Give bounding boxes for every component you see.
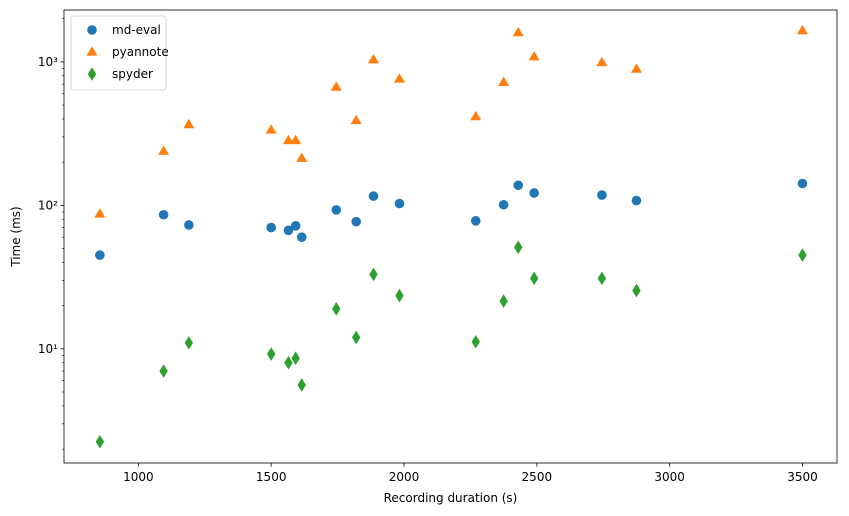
data-point bbox=[284, 355, 293, 370]
data-point bbox=[498, 199, 509, 210]
data-point bbox=[631, 195, 642, 206]
data-point bbox=[297, 378, 306, 392]
data-point bbox=[266, 222, 276, 233]
data-point bbox=[796, 24, 808, 35]
data-point bbox=[332, 302, 341, 316]
data-point bbox=[282, 134, 294, 145]
y-tick-label: 10³ bbox=[38, 55, 58, 69]
x-tick-label: 3000 bbox=[654, 470, 685, 484]
data-point bbox=[369, 267, 378, 282]
data-point bbox=[184, 220, 194, 230]
data-point bbox=[394, 198, 405, 209]
data-point bbox=[630, 63, 642, 73]
data-point bbox=[471, 334, 480, 349]
data-point bbox=[296, 152, 308, 162]
data-point bbox=[596, 56, 608, 67]
y-axis: 10¹ 10² 10³ bbox=[38, 55, 64, 356]
data-point bbox=[529, 188, 539, 198]
data-point bbox=[350, 114, 362, 125]
data-point bbox=[183, 118, 195, 129]
data-point bbox=[291, 351, 300, 366]
data-point bbox=[797, 178, 808, 189]
data-point bbox=[498, 76, 510, 86]
series-md-eval bbox=[95, 178, 808, 260]
data-point bbox=[296, 232, 307, 242]
plot-marks bbox=[94, 24, 808, 449]
data-point bbox=[158, 145, 170, 155]
x-axis-label: Recording duration (s) bbox=[384, 491, 518, 505]
data-point bbox=[158, 209, 169, 220]
legend-marker bbox=[87, 67, 97, 81]
data-point bbox=[597, 271, 607, 286]
x-tick-label: 1000 bbox=[123, 470, 154, 484]
data-point bbox=[528, 51, 540, 61]
data-point bbox=[367, 53, 379, 64]
data-point bbox=[330, 81, 342, 91]
data-point bbox=[470, 110, 482, 121]
data-point bbox=[95, 434, 105, 449]
data-point bbox=[512, 26, 524, 37]
x-tick-label: 2500 bbox=[522, 470, 553, 484]
data-point bbox=[351, 330, 361, 345]
data-point bbox=[331, 205, 342, 215]
data-point bbox=[265, 124, 277, 134]
x-tick-label: 3500 bbox=[787, 470, 818, 484]
legend-label: pyannote bbox=[112, 45, 169, 59]
data-point bbox=[470, 216, 481, 226]
data-point bbox=[393, 73, 406, 83]
data-point bbox=[499, 294, 508, 308]
data-point bbox=[395, 288, 404, 303]
legend: md-eval pyannote spyder bbox=[70, 15, 169, 91]
series-pyannote bbox=[94, 24, 808, 218]
data-point bbox=[95, 250, 105, 260]
y-tick-label: 10² bbox=[38, 198, 58, 212]
data-point bbox=[351, 216, 361, 227]
legend-marker bbox=[86, 46, 98, 56]
data-point bbox=[514, 240, 523, 255]
data-point bbox=[798, 248, 807, 262]
data-point bbox=[283, 225, 294, 236]
data-point bbox=[290, 221, 301, 231]
data-point bbox=[159, 364, 168, 378]
plot-frame bbox=[63, 9, 838, 464]
legend-label: spyder bbox=[112, 67, 153, 81]
x-tick-label: 1500 bbox=[256, 470, 287, 484]
legend-label: md-eval bbox=[112, 23, 161, 37]
data-point bbox=[529, 271, 539, 286]
data-point bbox=[290, 134, 302, 145]
data-point bbox=[368, 191, 379, 201]
data-point bbox=[184, 336, 194, 350]
series-spyder bbox=[95, 240, 807, 449]
data-point bbox=[597, 190, 607, 200]
x-tick-label: 2000 bbox=[389, 470, 420, 484]
y-axis-label: Time (ms) bbox=[9, 206, 23, 268]
y-tick-label: 10¹ bbox=[38, 342, 58, 356]
data-point bbox=[513, 180, 524, 191]
legend-box bbox=[70, 15, 167, 91]
x-axis: 1000 1500 2000 2500 3000 3500 bbox=[123, 463, 818, 484]
data-point bbox=[266, 347, 276, 361]
data-point bbox=[632, 283, 641, 298]
data-point bbox=[94, 208, 106, 218]
legend-marker bbox=[87, 25, 97, 35]
